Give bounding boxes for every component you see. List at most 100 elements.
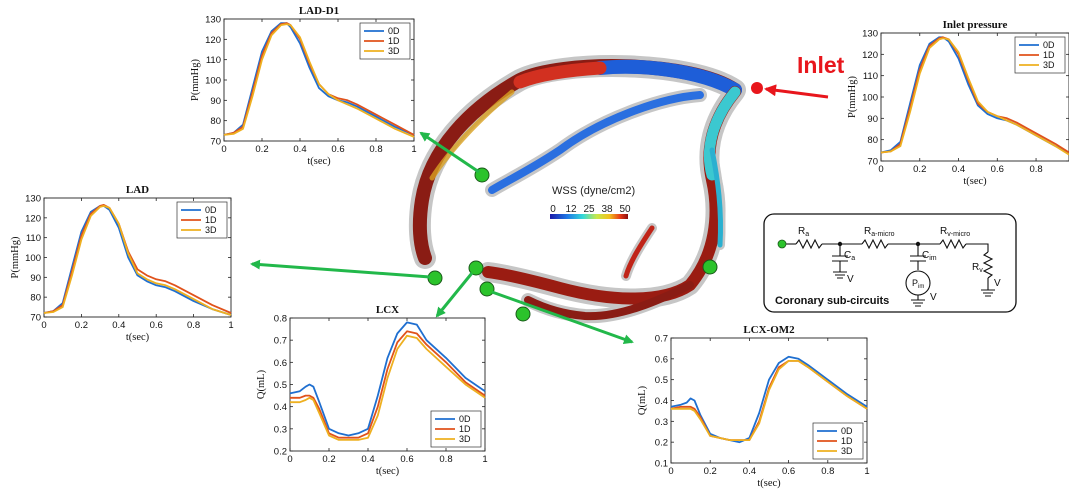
resistor-ra bbox=[795, 238, 823, 250]
y-tick-label: 90 bbox=[867, 114, 878, 125]
wss-tick: 0 bbox=[550, 204, 556, 215]
x-tick-label: 0.4 bbox=[952, 164, 965, 175]
legend-entry: 1D bbox=[388, 36, 400, 46]
x-tick-label: 1 bbox=[228, 320, 233, 331]
series-line-0d bbox=[43, 204, 232, 316]
y-tick-label: 0.6 bbox=[655, 354, 668, 365]
x-axis-label: t(sec) bbox=[757, 478, 781, 489]
label-v: V bbox=[930, 292, 937, 303]
series-line-1d bbox=[290, 330, 486, 439]
series-line-3d bbox=[880, 37, 1069, 156]
x-tick-label: 0.6 bbox=[991, 164, 1004, 175]
y-tick-label: 0.2 bbox=[274, 447, 287, 458]
x-tick-label: 0.2 bbox=[322, 454, 335, 465]
y-tick-label: 130 bbox=[25, 194, 41, 205]
x-tick-label: 0.4 bbox=[361, 454, 374, 465]
arrow-to-lad bbox=[250, 259, 431, 279]
chart-title: LAD-D1 bbox=[299, 5, 339, 17]
chart-lad-d1: LAD-D1 0 0.2 0.4 0.6 0.8 1 70 80 90 100 110 120 130 t(… bbox=[190, 5, 417, 167]
inlet-label: Inlet bbox=[797, 52, 845, 78]
x-tick-label: 0 bbox=[878, 164, 883, 175]
y-tick-label: 130 bbox=[205, 15, 221, 26]
wss-gradient-bar bbox=[550, 214, 628, 219]
y-tick-label: 130 bbox=[862, 29, 878, 40]
x-tick-label: 0.8 bbox=[187, 320, 200, 331]
y-tick-label: 0.1 bbox=[655, 459, 668, 470]
x-axis-label: t(sec) bbox=[307, 156, 331, 167]
x-tick-label: 1 bbox=[411, 144, 416, 155]
x-tick-label: 0 bbox=[221, 144, 226, 155]
x-tick-label: 0.4 bbox=[293, 144, 306, 155]
x-tick-label: 0.8 bbox=[439, 454, 452, 465]
inlet-marker bbox=[751, 82, 763, 94]
y-tick-label: 0.5 bbox=[655, 375, 668, 386]
x-tick-label: 0 bbox=[668, 466, 673, 477]
inlet-indicator: Inlet bbox=[751, 52, 845, 99]
x-tick-label: 1 bbox=[864, 466, 869, 477]
x-tick-label: 0.2 bbox=[704, 466, 717, 477]
y-tick-label: 0.7 bbox=[655, 334, 668, 345]
y-tick-label: 90 bbox=[210, 96, 221, 107]
legend-entry: 1D bbox=[841, 436, 853, 446]
circuit-frame bbox=[763, 213, 1017, 313]
chart-title: Inlet pressure bbox=[943, 19, 1008, 31]
chart-title: LAD bbox=[126, 184, 149, 196]
x-tick-label: 1 bbox=[482, 454, 487, 465]
x-tick-label: 0 bbox=[287, 454, 292, 465]
y-tick-label: 80 bbox=[210, 116, 221, 127]
y-tick-label: 0.4 bbox=[655, 396, 668, 407]
legend-entry: 1D bbox=[205, 215, 217, 225]
y-tick-label: 90 bbox=[30, 273, 41, 284]
y-tick-label: 110 bbox=[863, 71, 878, 82]
y-tick-label: 80 bbox=[30, 293, 41, 304]
y-tick-label: 110 bbox=[206, 55, 221, 66]
y-tick-label: 0.7 bbox=[274, 336, 287, 347]
chart-inlet-pressure: Inlet pressure 0 0.2 0.4 0.6 0.8 70 80 90 100 110 1… bbox=[847, 19, 1069, 187]
legend-entry: 1D bbox=[1043, 50, 1055, 60]
outlet-marker-lcx bbox=[468, 260, 484, 276]
label-v: V bbox=[847, 274, 854, 285]
x-axis-label: t(sec) bbox=[126, 332, 150, 343]
x-tick-label: 0.2 bbox=[255, 144, 268, 155]
x-tick-label: 0.6 bbox=[400, 454, 413, 465]
x-tick-label: 0.8 bbox=[821, 466, 834, 477]
legend-entry: 1D bbox=[459, 424, 471, 434]
x-axis-label: t(sec) bbox=[963, 176, 987, 187]
x-tick-label: 0.6 bbox=[331, 144, 344, 155]
label-v: V bbox=[994, 278, 1001, 289]
y-tick-label: 0.3 bbox=[655, 417, 668, 428]
chart-title: LCX bbox=[376, 304, 399, 316]
y-axis-label: Q(mL) bbox=[637, 385, 648, 415]
y-tick-label: 80 bbox=[867, 135, 878, 146]
chart-lcx-om2: LCX-OM2 0 0.2 0.4 0.6 0.8 1 0.1 0.2 0.3 0.4 0.5 0.6 0… bbox=[637, 324, 870, 489]
y-tick-label: 0.6 bbox=[274, 358, 287, 369]
y-tick-label: 120 bbox=[205, 35, 221, 46]
legend-entry: 0D bbox=[841, 426, 853, 436]
legend-entry: 0D bbox=[388, 26, 400, 36]
wss-tick: 38 bbox=[601, 204, 613, 215]
series-line-3d bbox=[671, 359, 868, 442]
label-pim: Pim bbox=[912, 278, 924, 290]
y-tick-label: 70 bbox=[867, 157, 878, 168]
series-line-3d bbox=[223, 23, 415, 138]
label-rv: Rv bbox=[972, 262, 983, 274]
chart-title: LCX-OM2 bbox=[743, 324, 795, 336]
y-tick-label: 100 bbox=[862, 93, 878, 104]
outlet-marker-lad bbox=[427, 270, 443, 286]
y-tick-label: 120 bbox=[25, 213, 41, 224]
y-tick-label: 110 bbox=[26, 233, 41, 244]
y-axis-label: P(mmHg) bbox=[10, 236, 21, 279]
legend-entry: 3D bbox=[205, 225, 217, 235]
outlet-marker bbox=[515, 306, 531, 322]
y-tick-label: 100 bbox=[205, 76, 221, 87]
label-cim: Cim bbox=[922, 250, 937, 262]
label-rv-micro: Rv-micro bbox=[940, 226, 970, 238]
legend-entry: 0D bbox=[459, 414, 471, 424]
y-tick-label: 70 bbox=[210, 137, 221, 148]
